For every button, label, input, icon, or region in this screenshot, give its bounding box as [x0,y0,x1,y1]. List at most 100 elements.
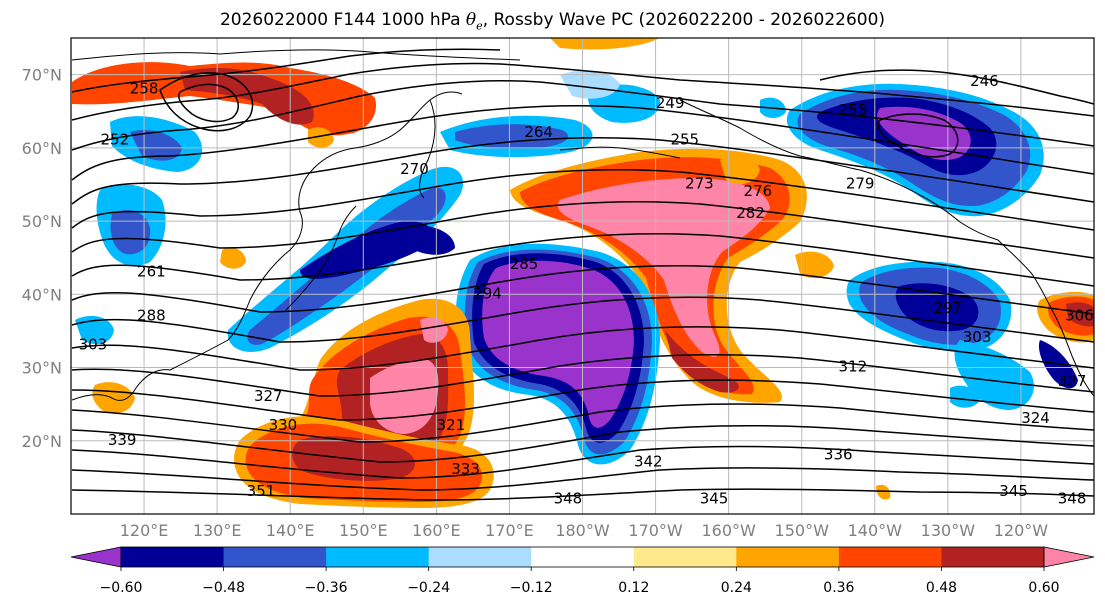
contour-label: 270 [400,160,429,178]
contour-label: 258 [130,79,159,97]
contour-line [71,136,1094,205]
colorbar-tick-label: −0.12 [510,580,553,596]
coast-aleutians [559,146,681,159]
coast-asia [71,91,463,401]
colorbar-tick-labels: −0.60 −0.48 −0.36 −0.24 −0.12 0.12 0.24 0.36 0.4… [100,567,1060,596]
lat-tick-label: 30°N [22,359,62,378]
contour-label: 312 [839,358,868,376]
contour-line [71,200,1094,259]
shade-cp-purple [482,260,634,428]
contour-label: 255 [839,101,868,119]
contour-line [178,83,239,123]
colorbar-swatch [121,547,225,567]
contour-line [71,264,1094,315]
shade-nw2-blue [130,129,182,161]
shade-siberia-orange-top [550,38,660,50]
colorbar [70,546,1095,568]
colorbar-swatch [941,547,1045,567]
contour-label: 297 [934,299,963,317]
colorbar-swatch [531,547,635,567]
contour-line [71,296,1094,343]
contour-label: 264 [524,123,553,141]
latitude-tick-labels: 20°N 30°N 40°N 50°N 60°N 70°N [22,66,62,451]
contour-label: 303 [963,328,992,346]
contour-label: 273 [685,174,714,192]
colorbar-tick-label: 0.36 [823,580,854,596]
contour-label: 324 [1021,409,1050,427]
colorbar-tick-label: −0.24 [407,580,450,596]
shade-nw-pac-lightblue [560,70,620,99]
shade-east-china-orange [92,382,135,414]
lon-tick-label: 170°W [628,521,683,540]
contour-label: 348 [554,489,583,507]
shade-siberia-red [180,68,314,125]
contour-line [71,104,1094,181]
lon-tick-label: 180°W [555,521,610,540]
contour-label: 246 [970,72,999,90]
contour-line [71,467,1094,491]
colorbar-extend-min [70,546,122,568]
coast-na-west [997,239,1094,397]
contour-line [71,48,501,93]
lon-tick-label: 130°E [193,521,242,540]
contour-label: 339 [108,431,137,449]
contour-label: 345 [999,482,1028,500]
contour-label: 282 [736,204,765,222]
lon-tick-label: 150°E [339,521,388,540]
shade-ncp-blue [455,124,568,149]
colorbar-swatch [326,547,430,567]
contour-label: 261 [137,262,166,280]
contour-line [71,424,1094,463]
lon-tick-label: 160°W [701,521,756,540]
contour-labels: 258 252 261 288 303 327 330 339 351 264 249 255 270 2… [79,72,1094,507]
shade-cp-pink [557,178,770,357]
contour-line [71,445,1094,479]
contour-label: 342 [634,453,663,471]
colorbar-tick-label: 0.24 [721,580,752,596]
plot-frame [70,37,1095,515]
colorbar-extend-max [1043,546,1095,568]
shade-spot-orange2 [308,127,334,148]
contour-label: 351 [247,482,276,500]
lat-tick-label: 60°N [22,139,62,158]
theta-subscript: e [476,19,483,33]
contour-label: 330 [269,416,298,434]
colorbar-tick-label: 0.60 [1028,580,1059,596]
lon-tick-label: 140°E [266,521,315,540]
lon-tick-label: 120°W [994,521,1049,540]
contour-label: 279 [846,174,875,192]
lat-tick-label: 50°N [22,212,62,231]
contour-label: 327 [254,387,283,405]
lat-tick-label: 20°N [22,432,62,451]
theta-e-contours [71,48,1094,501]
contour-line [71,403,1094,443]
contour-line [71,488,1094,501]
contour-label: 333 [451,460,480,478]
contour-label: 345 [700,489,729,507]
longitude-tick-labels: 120°E 130°E 140°E 150°E 160°E 170°E 180°W 170°W… [120,521,1049,540]
lat-tick-label: 70°N [22,66,62,85]
colorbar-swatch [736,547,840,567]
map-title: 2026022000 F144 1000 hPa θe, Rossby Wave… [0,10,1105,32]
contour-line [71,62,1094,121]
contour-label: 255 [670,131,699,149]
shade-spot-lightblue1 [950,385,980,408]
colorbar-tick-label: −0.48 [202,580,245,596]
contour-label: 285 [510,255,539,273]
contour-line [71,379,1094,421]
contour-line [71,168,1094,231]
lon-tick-label: 170°E [485,521,534,540]
contour-line [71,326,1094,371]
contour-label: 252 [101,131,130,149]
colorbar-swatch [223,547,327,567]
lon-tick-label: 130°W [921,521,976,540]
shade-japan-navy2 [405,225,455,255]
shade-fe-darkred [1066,302,1094,327]
colorbar-swatch [428,547,532,567]
title-suffix: , Rossby Wave PC (2026022200 - 202602260… [482,10,886,30]
theta-symbol: θ [465,10,477,30]
shade-sw-orange [795,251,834,279]
shade-japan-navy [300,221,434,279]
shade-cp-darkred [665,330,739,393]
